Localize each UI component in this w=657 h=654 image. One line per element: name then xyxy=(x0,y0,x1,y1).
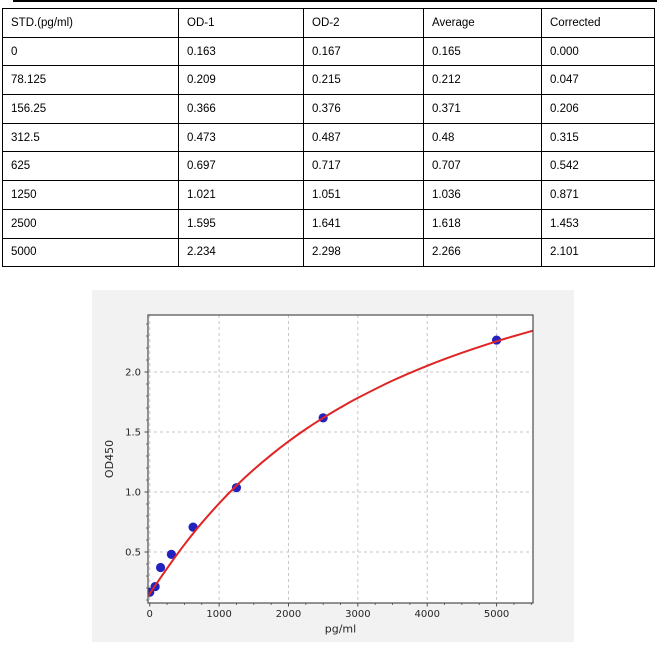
table-cell: 156.25 xyxy=(2,94,179,124)
table-row: 156.25 0.366 0.376 0.371 0.206 xyxy=(2,94,655,124)
table-cell: 0.376 xyxy=(303,94,424,124)
y-tick-label: 1.5 xyxy=(125,427,141,438)
table-cell: 0.206 xyxy=(541,94,655,124)
table-row: 1250 1.021 1.051 1.036 0.871 xyxy=(2,180,655,210)
table-cell: 0.047 xyxy=(541,65,655,96)
table-cell: 0.167 xyxy=(303,36,424,67)
table-row: 78.125 0.209 0.215 0.212 0.047 xyxy=(2,65,655,96)
table-cell: 312.5 xyxy=(2,122,179,153)
table-cell: 2.266 xyxy=(423,237,542,268)
table-cell: 78.125 xyxy=(2,65,179,96)
table-row: 2500 1.595 1.641 1.618 1.453 xyxy=(2,208,655,239)
table-cell: 1.618 xyxy=(423,208,542,239)
standard-curve-figure: 0 1000 2000 3000 4000 5000 0.5 1.0 1.5 2.0 pg/ml OD… xyxy=(92,290,574,642)
plot-area xyxy=(148,315,533,603)
table-header-cell: Corrected xyxy=(541,8,655,38)
table-cell: 0.697 xyxy=(178,151,304,182)
table-cell: 0.487 xyxy=(303,122,424,153)
table-cell: 0.212 xyxy=(423,65,542,96)
x-tick-label: 3000 xyxy=(345,609,370,620)
table-row: 0 0.163 0.167 0.165 0.000 xyxy=(2,36,655,67)
table-row: 625 0.697 0.717 0.707 0.542 xyxy=(2,151,655,182)
plot-border xyxy=(147,314,534,604)
table-cell: 625 xyxy=(2,151,179,182)
table-cell: 2.298 xyxy=(303,237,424,268)
table-cell: 0.165 xyxy=(423,36,542,67)
top-divider-line xyxy=(13,0,657,2)
table-cell: 2500 xyxy=(2,208,179,239)
x-tick-label: 5000 xyxy=(484,609,509,620)
table-cell: 0.209 xyxy=(178,65,304,96)
table-cell: 0.000 xyxy=(541,36,655,67)
x-tick-label: 1000 xyxy=(206,609,231,620)
table-cell: 1250 xyxy=(2,180,179,210)
standard-curve-chart: 0 1000 2000 3000 4000 5000 0.5 1.0 1.5 2.0 pg/ml OD… xyxy=(103,314,534,636)
table-cell: 0.371 xyxy=(423,94,542,124)
table-header-cell: Average xyxy=(423,8,542,38)
standards-table-body: 0 0.163 0.167 0.165 0.000 78.125 0.209 0.215 0.2… xyxy=(2,36,655,268)
table-header-cell: STD.(pg/ml) xyxy=(2,8,179,38)
table-cell: 1.051 xyxy=(303,180,424,210)
table-header-cell: OD-2 xyxy=(303,8,424,38)
data-layer xyxy=(147,329,534,597)
table-cell: 0.215 xyxy=(303,65,424,96)
table-cell: 0.871 xyxy=(541,180,655,210)
table-cell: 0.542 xyxy=(541,151,655,182)
table-cell: 1.453 xyxy=(541,208,655,239)
y-tick-label: 2.0 xyxy=(125,367,141,378)
table-cell: 0.366 xyxy=(178,94,304,124)
table-cell: 0.473 xyxy=(178,122,304,153)
data-point xyxy=(155,562,166,573)
x-axis-label: pg/ml xyxy=(325,623,356,636)
table-cell: 2.234 xyxy=(178,237,304,268)
table-cell: 1.021 xyxy=(178,180,304,210)
x-tick-label: 0 xyxy=(147,609,153,620)
standards-table: STD.(pg/ml) OD-1 OD-2 Average Corrected 0 0.1… xyxy=(2,8,655,268)
table-cell: 0.48 xyxy=(423,122,542,153)
table-cell: 0 xyxy=(2,36,179,67)
x-tick-label: 4000 xyxy=(414,609,439,620)
table-cell: 5000 xyxy=(2,237,179,268)
table-cell: 0.315 xyxy=(541,122,655,153)
table-header-cell: OD-1 xyxy=(178,8,304,38)
x-tick-label: 2000 xyxy=(276,609,301,620)
table-cell: 1.036 xyxy=(423,180,542,210)
table-cell: 1.595 xyxy=(178,208,304,239)
table-row: 312.5 0.473 0.487 0.48 0.315 xyxy=(2,122,655,153)
table-row: 5000 2.234 2.298 2.266 2.101 xyxy=(2,237,655,268)
table-cell: 1.641 xyxy=(303,208,424,239)
table-cell: 0.707 xyxy=(423,151,542,182)
data-point xyxy=(231,483,242,493)
table-cell: 2.101 xyxy=(541,237,655,268)
table-cell: 0.163 xyxy=(178,36,304,67)
y-tick-label: 1.0 xyxy=(125,487,141,498)
table-cell: 0.717 xyxy=(303,151,424,182)
table-header-row: STD.(pg/ml) OD-1 OD-2 Average Corrected xyxy=(2,8,655,38)
fit-curve xyxy=(147,329,534,597)
data-point xyxy=(166,549,177,559)
y-axis-label: OD450 xyxy=(103,440,116,478)
y-tick-label: 0.5 xyxy=(125,547,141,558)
